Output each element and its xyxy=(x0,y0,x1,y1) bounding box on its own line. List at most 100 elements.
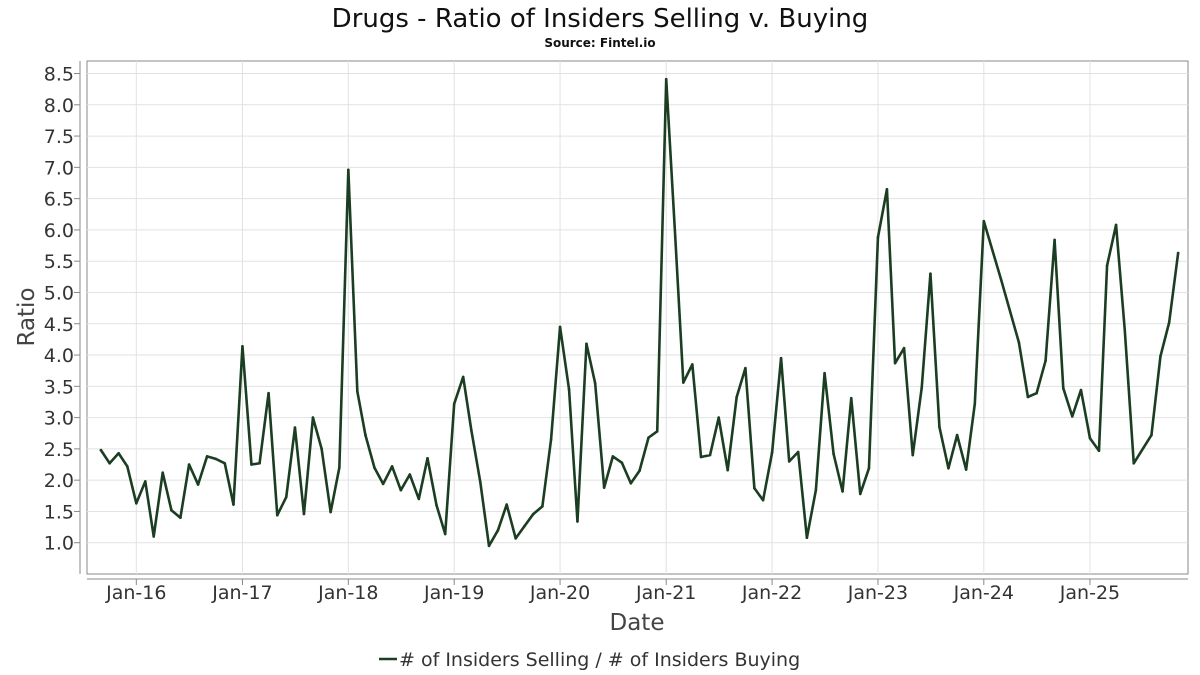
data-point xyxy=(267,391,270,395)
data-point xyxy=(593,381,597,385)
y-tick-label: 2.0 xyxy=(44,470,74,492)
data-point xyxy=(108,461,111,465)
y-tick-label: 4.0 xyxy=(44,345,74,367)
data-point xyxy=(911,453,915,457)
data-point xyxy=(1088,436,1092,440)
chart-subtitle: Source: Fintel.io xyxy=(544,36,655,50)
y-tick-label: 8.5 xyxy=(44,64,74,86)
data-point xyxy=(620,461,624,464)
data-point xyxy=(867,466,871,470)
data-point xyxy=(1017,341,1021,344)
x-tick-label: Jan-17 xyxy=(211,582,272,604)
data-point xyxy=(982,219,986,223)
data-point xyxy=(849,396,853,400)
data-point xyxy=(170,508,173,512)
data-point xyxy=(1079,388,1083,392)
data-point xyxy=(664,77,668,81)
data-point xyxy=(1123,328,1127,332)
data-point xyxy=(320,447,323,451)
data-point xyxy=(144,480,147,483)
data-point xyxy=(356,390,359,393)
data-point xyxy=(514,537,517,540)
data-point xyxy=(602,486,606,489)
data-point xyxy=(920,386,924,389)
data-point xyxy=(647,436,650,439)
data-point xyxy=(523,524,526,528)
y-tick-label: 7.5 xyxy=(44,126,74,148)
data-point xyxy=(161,471,164,474)
data-point xyxy=(1070,415,1074,418)
data-point xyxy=(964,468,968,471)
y-tick-label: 3.5 xyxy=(44,376,74,398)
data-point xyxy=(744,366,747,370)
data-point xyxy=(638,469,641,473)
data-point xyxy=(682,381,685,384)
y-axis: 1.0 1.5 2.0 2.5 3.0 3.5 4.0 4.5 5.0 5.5 6.0 6.5 7.0 7… xyxy=(44,61,81,574)
data-point xyxy=(1114,223,1118,227)
data-point xyxy=(1035,391,1038,395)
y-tick-label: 6.0 xyxy=(44,220,74,242)
data-point xyxy=(532,512,535,516)
data-point xyxy=(470,428,473,432)
data-point xyxy=(876,236,880,239)
legend-label: # of Insiders Selling / # of Insiders Bu… xyxy=(399,649,800,671)
data-point xyxy=(443,532,447,536)
data-point xyxy=(311,416,315,419)
data-point xyxy=(117,451,120,455)
data-point xyxy=(179,516,182,519)
data-point xyxy=(1026,395,1030,399)
data-point xyxy=(893,361,897,365)
data-point xyxy=(726,468,729,472)
data-point xyxy=(505,503,508,506)
data-point xyxy=(611,455,615,458)
data-point xyxy=(250,463,253,466)
data-point xyxy=(1097,449,1101,453)
chart-title: Drugs - Ratio of Insiders Selling v. Buy… xyxy=(332,4,869,34)
data-point xyxy=(947,466,950,470)
legend: # of Insiders Selling / # of Insiders Bu… xyxy=(379,649,800,671)
data-point xyxy=(753,486,756,490)
data-point xyxy=(673,234,677,238)
data-point xyxy=(558,325,562,329)
data-point xyxy=(567,388,571,391)
series-layer xyxy=(99,77,1180,548)
data-point xyxy=(329,510,332,514)
y-tick-label: 6.5 xyxy=(44,189,74,211)
data-point xyxy=(126,465,129,468)
series-line xyxy=(99,77,1180,548)
data-point xyxy=(381,482,385,486)
data-point xyxy=(390,465,394,468)
data-point xyxy=(770,451,774,454)
data-point xyxy=(461,375,465,379)
data-point xyxy=(938,425,941,429)
y-tick-label: 8.0 xyxy=(44,95,74,117)
data-point xyxy=(541,505,544,508)
data-point xyxy=(302,512,306,516)
data-point xyxy=(902,346,906,350)
data-point xyxy=(275,513,279,517)
y-tick-label: 3.0 xyxy=(44,408,74,430)
data-point xyxy=(1105,264,1109,267)
data-point xyxy=(1044,359,1047,362)
data-point xyxy=(796,450,800,454)
data-point xyxy=(196,483,200,486)
data-point xyxy=(955,433,959,437)
x-tick-label: Jan-23 xyxy=(847,582,908,604)
data-point xyxy=(973,402,977,406)
data-point xyxy=(487,544,491,548)
data-point xyxy=(214,457,218,461)
data-point xyxy=(152,535,156,538)
data-point xyxy=(629,481,633,485)
x-tick-label: Jan-21 xyxy=(635,582,696,604)
data-point xyxy=(549,438,553,441)
data-point xyxy=(761,498,765,502)
data-point xyxy=(858,492,862,496)
data-point xyxy=(999,278,1003,282)
data-point xyxy=(1167,321,1171,324)
x-tick-label: Jan-18 xyxy=(317,582,378,604)
y-axis-label: Ratio xyxy=(14,287,40,346)
data-point xyxy=(585,342,588,346)
data-point xyxy=(1053,238,1056,242)
data-point xyxy=(779,356,783,360)
